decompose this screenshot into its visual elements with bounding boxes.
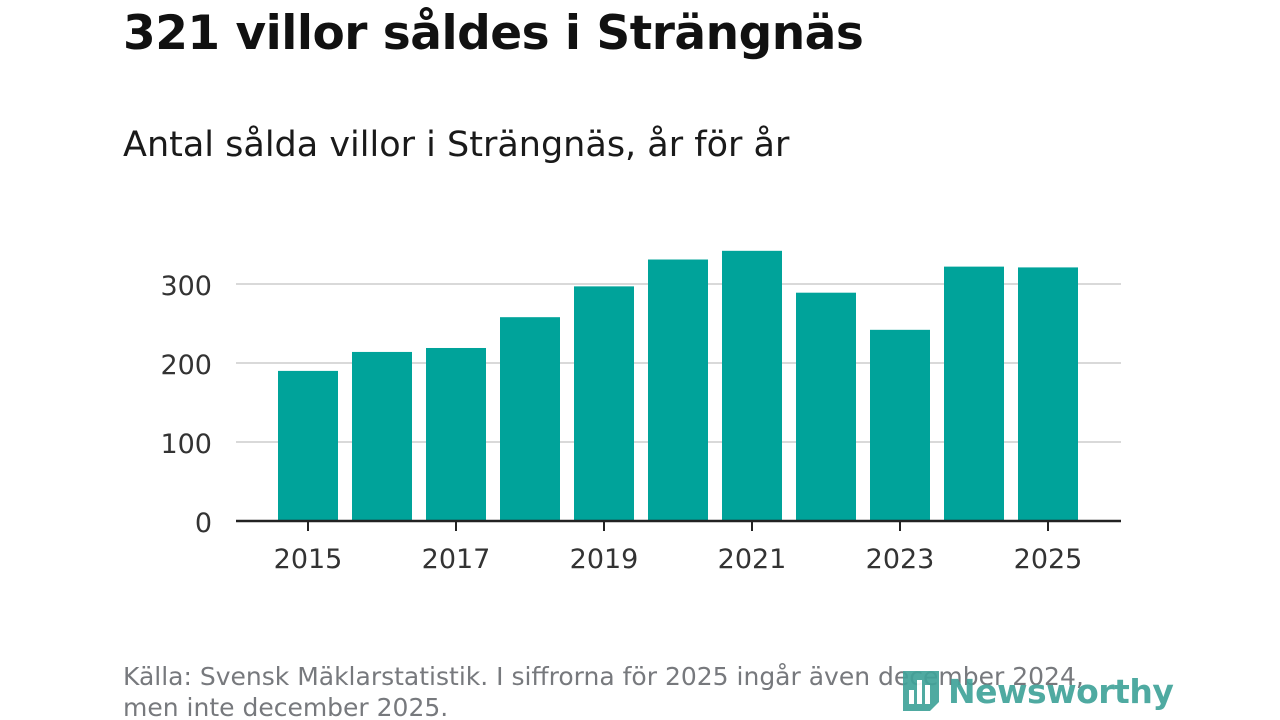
bar-2022 xyxy=(796,292,856,521)
y-tick-label: 200 xyxy=(160,350,212,381)
bar-2023 xyxy=(870,329,930,521)
axes: 0 100 200 300 2015 2017 2019 2021 2023 2025 xyxy=(160,271,1121,575)
chart-subtitle: Antal sålda villor i Strängnäs, år för å… xyxy=(123,125,790,165)
bar-2018 xyxy=(500,317,560,521)
x-tick-label: 2025 xyxy=(1014,544,1083,575)
chart-title: 321 villor såldes i Strängnäs xyxy=(123,6,864,61)
bar-2024 xyxy=(944,266,1004,521)
bar-2016 xyxy=(352,351,412,521)
x-tick-label: 2021 xyxy=(718,544,787,575)
bar-chart-icon xyxy=(903,671,939,711)
bar-2017 xyxy=(426,347,486,521)
brand-name: Newsworthy xyxy=(948,671,1174,711)
x-tick-label: 2019 xyxy=(570,544,639,575)
y-tick-label: 0 xyxy=(195,508,212,539)
x-tick-label: 2017 xyxy=(422,544,491,575)
x-tick-label: 2023 xyxy=(866,544,935,575)
y-tick-label: 300 xyxy=(160,271,212,302)
brand-logo: Newsworthy xyxy=(900,668,1174,714)
bar-2015 xyxy=(278,370,338,521)
bar-2020 xyxy=(648,259,708,521)
x-tick-label: 2015 xyxy=(274,544,343,575)
y-tick-label: 100 xyxy=(160,429,212,460)
bar-2019 xyxy=(574,286,634,521)
bars xyxy=(278,250,1078,521)
bar-2021 xyxy=(722,250,782,521)
bar-2025 xyxy=(1018,267,1078,521)
